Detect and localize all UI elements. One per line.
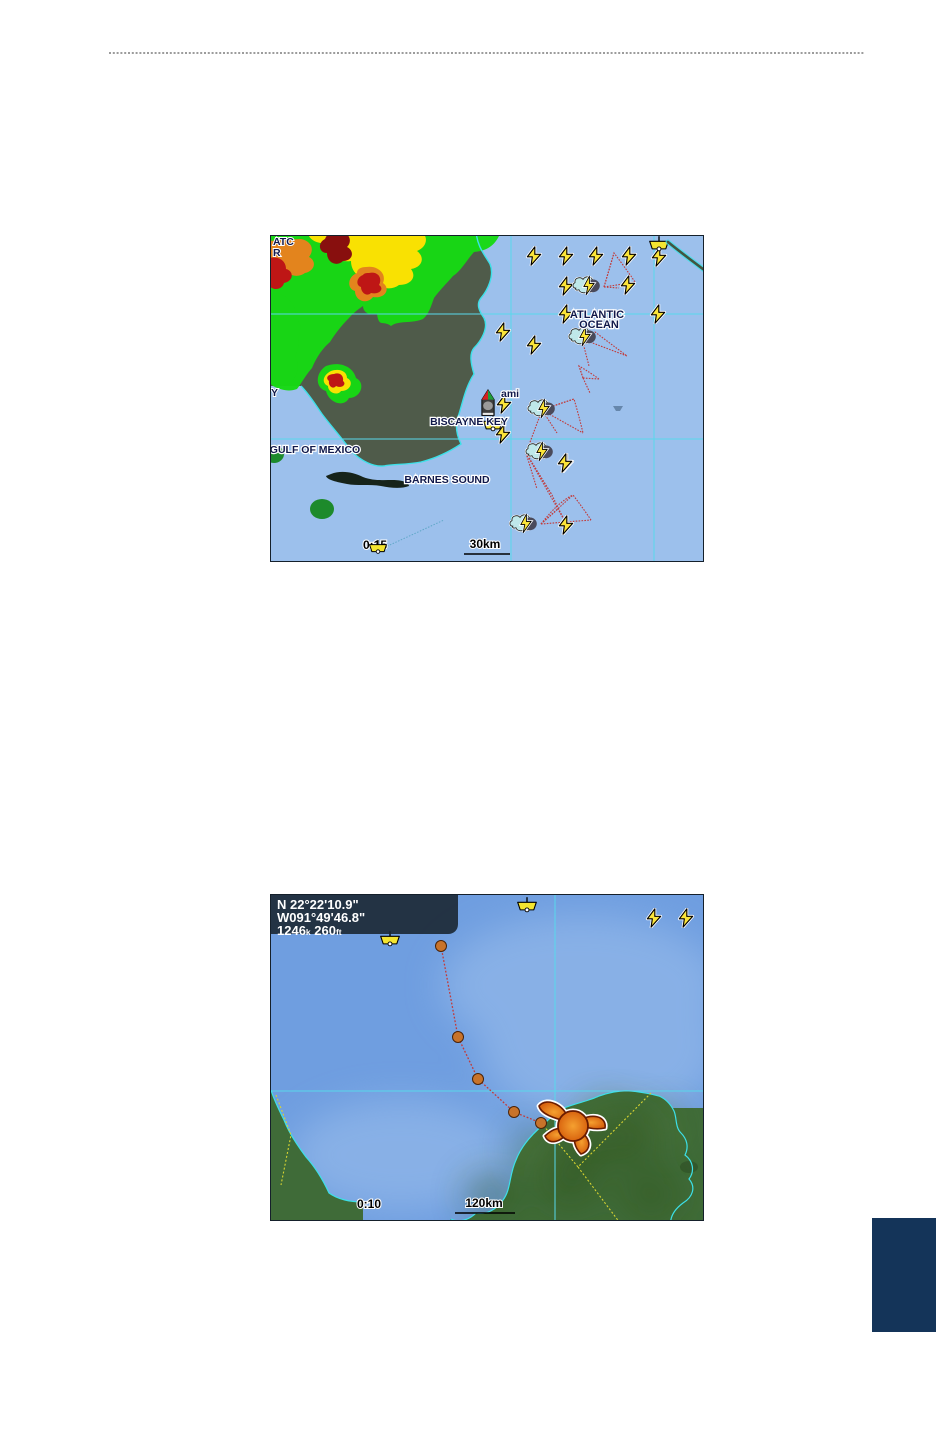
svg-text:BISCAYNE KEY: BISCAYNE KEY [430, 416, 508, 428]
svg-text:BARNES SOUND: BARNES SOUND [404, 474, 490, 486]
svg-text:30km: 30km [470, 537, 501, 551]
svg-text:ami: ami [501, 388, 519, 400]
svg-text:Y: Y [271, 387, 278, 399]
svg-text:GULF OF MEXICO: GULF OF MEXICO [271, 444, 360, 456]
svg-text:0:10: 0:10 [357, 1197, 381, 1211]
svg-text:R: R [273, 247, 281, 259]
svg-text:120km: 120km [465, 1196, 502, 1210]
svg-text:OCEAN: OCEAN [579, 319, 619, 331]
